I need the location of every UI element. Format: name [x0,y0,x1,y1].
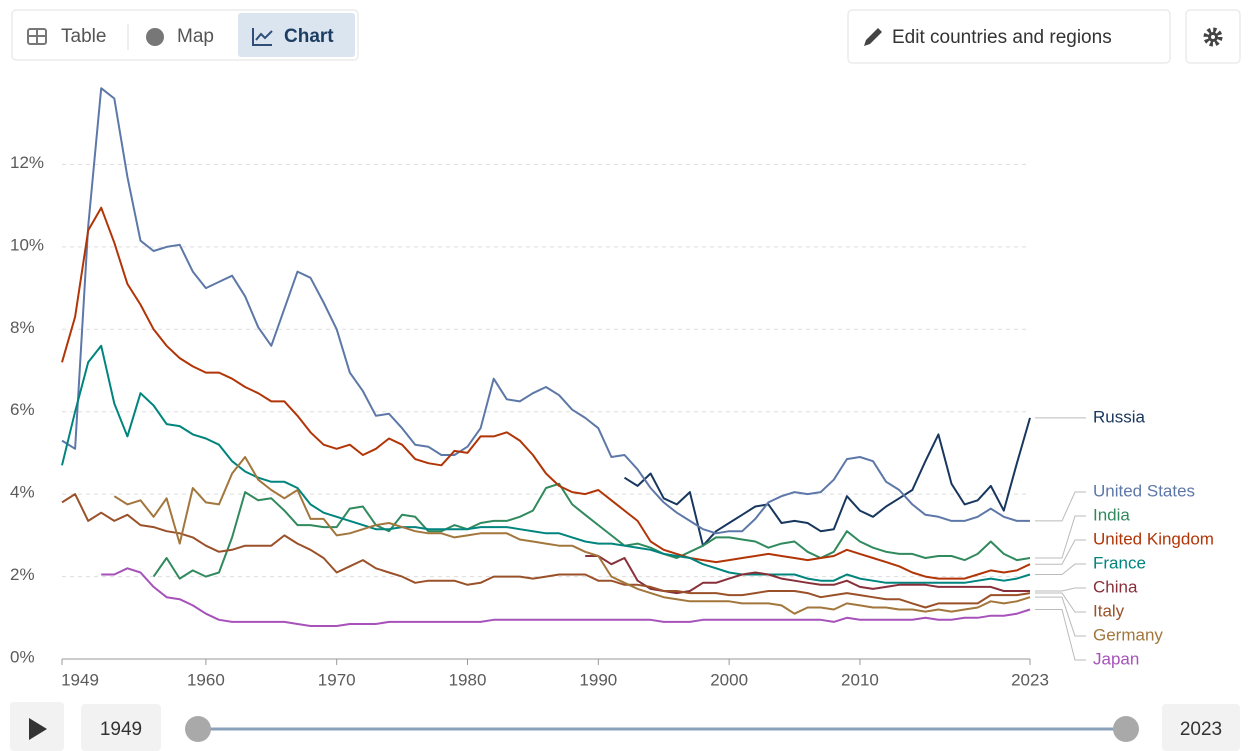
x-tick-label: 1980 [449,670,487,689]
timeline-end-box [1162,704,1240,751]
map-tab[interactable]: Map [146,26,214,47]
series-label: Germany [1093,626,1163,645]
x-tick-label: 2000 [710,670,748,689]
button-bg [847,9,1171,64]
series-label: United States [1093,482,1195,501]
x-tick-label: 1960 [187,670,225,689]
plot-area: 0% 2% 4% 6% 8% 10% 12% 1949 1960 1970 1980 1990 2000… [10,87,1214,689]
label-leader [1035,596,1086,637]
timeline-end-label: 2023 [1180,719,1222,740]
label-leader [1035,609,1086,661]
timeline-handle[interactable] [1113,716,1139,742]
label-leader [1035,491,1086,522]
pencil-icon [864,28,882,46]
play-button[interactable] [10,702,64,751]
series-label: India [1093,506,1130,525]
table-tab[interactable]: Table [27,26,106,47]
edit-button[interactable]: Edit countries and regions [847,9,1171,64]
tab-label: Map [177,26,214,47]
chart-icon [252,28,272,46]
series-line [101,567,1031,627]
label-leader [1035,515,1086,559]
series-label: Russia [1093,407,1146,426]
y-tick-label: 2% [10,565,35,584]
series-label: France [1093,554,1146,573]
tab-label: Table [61,26,106,47]
gear-icon [1203,27,1223,47]
chart-icon [255,30,273,41]
series-label: China [1093,578,1138,597]
series-line [61,87,1030,535]
series-line [152,482,1031,580]
series-label: United Kingdom [1093,530,1214,549]
y-tick-label: 6% [10,400,35,419]
series-line [61,493,1031,609]
label-leader [1035,592,1086,613]
button-label: Edit countries and regions [892,27,1112,48]
series-line [113,456,1031,615]
label-leader [1035,563,1086,576]
series-label: Japan [1093,650,1139,669]
play-icon [29,718,47,740]
settings-button[interactable] [1185,9,1241,64]
y-tick-label: 4% [10,483,35,502]
timeline-start-label: 1949 [100,719,142,740]
gear-icon [1211,35,1215,39]
label-leader [1035,587,1086,592]
tab-label: Chart [284,26,334,47]
series-line [61,206,1031,580]
chart-tab[interactable]: Chart [238,13,355,57]
globe-icon [146,28,164,46]
x-tick-label: 2023 [1011,670,1049,689]
y-tick-label: 10% [10,235,44,254]
y-tick-label: 12% [10,153,44,172]
timeline-handle[interactable] [185,716,211,742]
label-leader [1035,539,1086,565]
y-tick-label: 8% [10,318,35,337]
timeline-start-box [81,704,161,751]
x-tick-label: 1970 [318,670,356,689]
x-tick-label: 1949 [61,670,99,689]
x-tick-label: 2010 [841,670,879,689]
y-tick-label: 0% [10,647,35,666]
series-line [61,344,1031,584]
series-label: Italy [1093,602,1125,621]
x-tick-label: 1990 [579,670,617,689]
series-line [623,417,1031,547]
